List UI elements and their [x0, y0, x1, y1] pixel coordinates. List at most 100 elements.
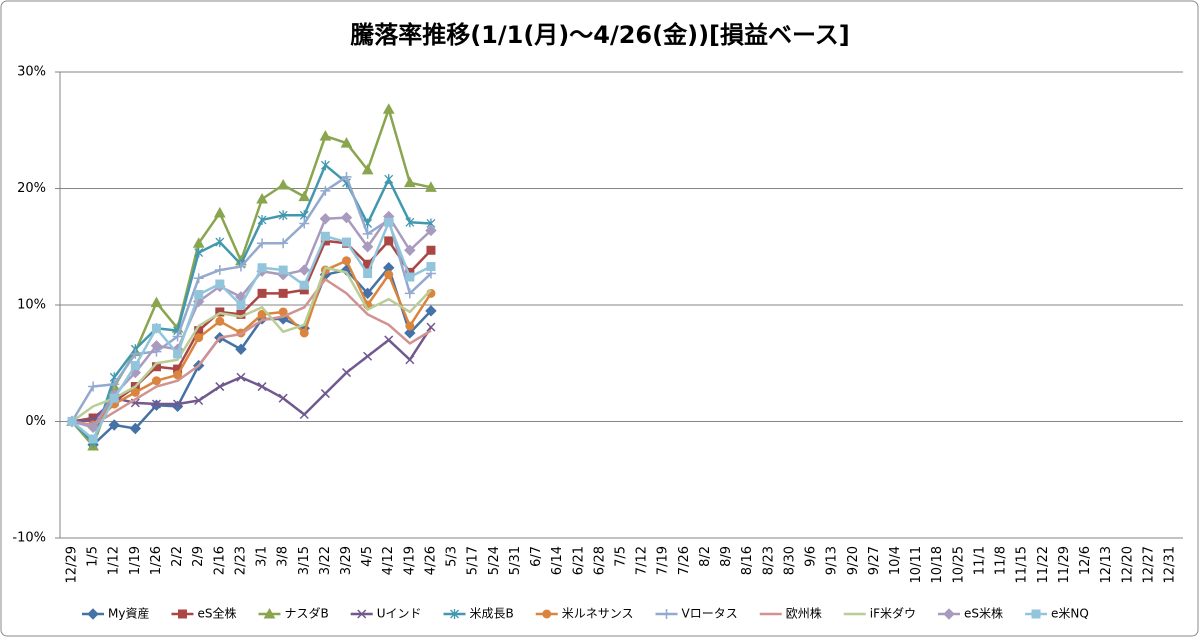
- legend-item: My資産: [82, 606, 149, 621]
- x-tick-label: 4/19: [402, 546, 417, 575]
- legend-item: eS米株: [938, 606, 1003, 621]
- legend-label: iF米ダウ: [870, 606, 916, 621]
- marker: [404, 327, 416, 339]
- marker: [150, 340, 163, 352]
- x-tick-label: 3/22: [318, 546, 333, 575]
- x-tick-label: 11/8: [994, 546, 1009, 575]
- marker: [340, 211, 353, 224]
- marker: [257, 238, 268, 249]
- legend-item: ナスダB: [258, 606, 329, 621]
- marker: [257, 214, 267, 225]
- marker: [192, 237, 205, 248]
- x-tick-label: 9/20: [846, 546, 861, 575]
- marker: [151, 399, 161, 409]
- marker: [299, 409, 309, 420]
- marker: [298, 264, 310, 276]
- marker: [384, 335, 394, 345]
- legend-marker: [87, 608, 99, 620]
- marker: [320, 160, 330, 171]
- legend-marker: [542, 609, 552, 619]
- x-tick-label: 4/26: [423, 546, 438, 575]
- x-tick-label: 2/16: [212, 546, 227, 575]
- x-tick-label: 3/15: [297, 546, 312, 575]
- marker: [361, 163, 374, 175]
- legend-marker: [943, 608, 955, 620]
- x-tick-label: 10/11: [909, 546, 924, 583]
- x-tick-label: 2/2: [170, 546, 185, 567]
- marker: [215, 316, 225, 326]
- x-tick-label: 8/9: [719, 546, 734, 567]
- marker: [278, 393, 288, 403]
- marker: [151, 323, 161, 333]
- x-tick-label: 6/7: [529, 546, 544, 567]
- marker: [194, 290, 204, 300]
- legend-item: eS全株: [171, 606, 236, 621]
- legend-label: My資産: [108, 606, 149, 621]
- marker: [236, 300, 246, 310]
- series-line: [71, 266, 432, 423]
- marker: [108, 419, 120, 431]
- x-tick-label: 11/22: [1036, 546, 1051, 583]
- marker: [403, 176, 416, 188]
- x-tick-label: 9/27: [867, 546, 882, 575]
- x-tick-label: 7/26: [677, 546, 692, 575]
- x-tick-label: 2/23: [233, 546, 248, 575]
- marker: [193, 273, 204, 284]
- marker: [405, 217, 415, 228]
- marker: [194, 395, 204, 406]
- marker: [257, 288, 267, 298]
- marker: [426, 262, 436, 272]
- marker: [257, 382, 267, 392]
- y-tick-label: -10%: [12, 531, 46, 546]
- x-tick-label: 11/29: [1057, 546, 1072, 583]
- legend-label: Uインド: [377, 607, 422, 621]
- marker: [404, 288, 415, 299]
- legend-marker: [450, 609, 459, 619]
- legend-label: Vロータス: [682, 607, 738, 621]
- marker: [173, 370, 183, 380]
- marker: [425, 224, 437, 237]
- x-tick-label: 9/13: [825, 546, 840, 575]
- marker: [257, 309, 267, 319]
- x-tick-label: 12/13: [1099, 546, 1114, 583]
- legend-marker: [661, 609, 672, 619]
- marker: [214, 265, 225, 276]
- x-tick-label: 3/1: [255, 546, 270, 567]
- marker: [320, 231, 330, 241]
- marker: [320, 389, 330, 399]
- marker: [425, 181, 437, 192]
- marker: [278, 210, 288, 221]
- y-tick-label: 20%: [17, 181, 46, 196]
- marker: [172, 331, 183, 342]
- legend-label: eS米株: [964, 606, 1003, 621]
- marker: [67, 417, 77, 426]
- x-tick-label: 4/5: [360, 546, 375, 567]
- legend-label: 米成長B: [470, 607, 514, 621]
- marker: [341, 171, 352, 182]
- legend-marker: [177, 609, 187, 619]
- chart-title: 騰落率推移(1/1(月)～4/26(金))[損益ベース]: [350, 21, 850, 49]
- marker: [363, 269, 373, 279]
- series-line: [71, 278, 432, 427]
- x-tick-label: 7/12: [635, 546, 650, 575]
- marker: [109, 393, 119, 403]
- marker: [425, 305, 437, 317]
- legend-label: ナスダB: [284, 606, 328, 621]
- marker: [87, 421, 99, 434]
- marker: [426, 322, 436, 332]
- marker: [88, 381, 99, 392]
- marker: [236, 372, 246, 382]
- marker: [363, 351, 373, 361]
- x-tick-label: 6/28: [592, 546, 607, 575]
- marker: [384, 270, 394, 280]
- x-tick-label: 3/8: [276, 546, 291, 567]
- x-tick-label: 1/26: [149, 546, 164, 575]
- legend-item: iF米ダウ: [843, 606, 916, 621]
- marker: [362, 228, 373, 239]
- x-tick-label: 8/2: [698, 546, 713, 567]
- x-tick-label: 5/31: [508, 546, 523, 575]
- x-tick-label: 12/6: [1078, 546, 1093, 575]
- marker: [361, 241, 374, 253]
- marker: [194, 247, 204, 258]
